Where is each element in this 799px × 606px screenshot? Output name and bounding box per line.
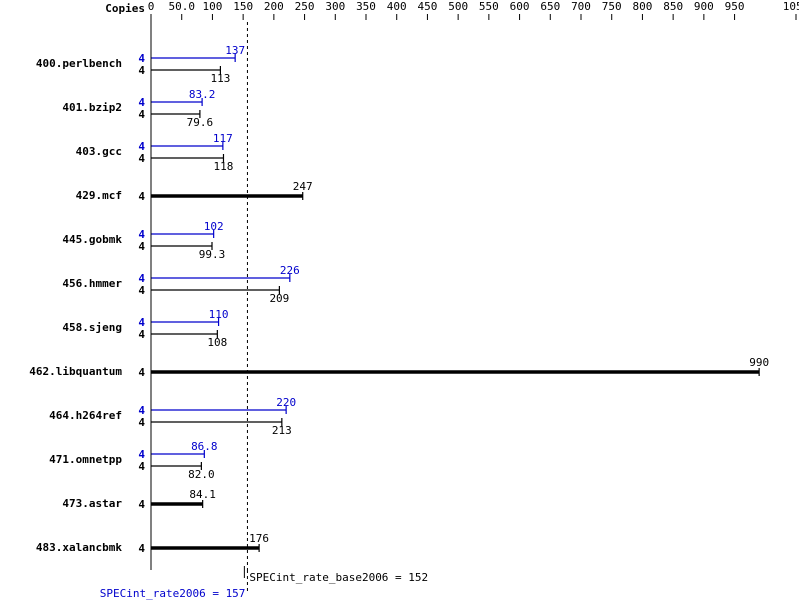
peak-value-label: 137	[225, 44, 245, 57]
benchmark-label: 471.omnetpp	[49, 453, 122, 466]
copies-base: 4	[138, 416, 145, 429]
peak-value-label: 102	[204, 220, 224, 233]
axis-tick-label: 950	[725, 0, 745, 13]
axis-tick-label: 600	[510, 0, 530, 13]
peak-value-label: 220	[276, 396, 296, 409]
base-value-label: 209	[269, 292, 289, 305]
axis-tick-label: 900	[694, 0, 714, 13]
benchmark-label: 462.libquantum	[29, 365, 122, 378]
benchmark-label: 464.h264ref	[49, 409, 122, 422]
axis-tick-label: 100	[202, 0, 222, 13]
axis-tick-label: 350	[356, 0, 376, 13]
base-value-label: 99.3	[199, 248, 226, 261]
copies-base: 4	[138, 328, 145, 341]
spec-chart: 0 50.0 100 150 200 250 300 350 400 450 500 550 600 65…	[0, 0, 799, 606]
peak-value-label: 117	[213, 132, 233, 145]
axis-tick-label: 0	[148, 0, 155, 13]
benchmark-label: 429.mcf	[76, 189, 122, 202]
peak-value-label: 226	[280, 264, 300, 277]
axis-tick-label: 300	[325, 0, 345, 13]
base-value-label: 176	[249, 532, 269, 545]
axis-tick-label: 700	[571, 0, 591, 13]
copies-header: Copies	[105, 2, 145, 15]
axis-tick-label: 750	[602, 0, 622, 13]
base-value-label: 108	[207, 336, 227, 349]
benchmark-label: 473.astar	[62, 497, 122, 510]
axis-tick-label: 1050	[783, 0, 799, 13]
base-value-label: 213	[272, 424, 292, 437]
benchmark-label: 400.perlbench	[36, 57, 122, 70]
benchmark-label: 445.gobmk	[62, 233, 122, 246]
copies-base: 4	[138, 284, 145, 297]
axis-tick-label: 450	[417, 0, 437, 13]
base-value-label: 990	[749, 356, 769, 369]
peak-value-label: 110	[209, 308, 229, 321]
base-value-label: 84.1	[189, 488, 216, 501]
copies-base: 4	[138, 64, 145, 77]
benchmark-label: 401.bzip2	[62, 101, 122, 114]
copies-base: 4	[138, 108, 145, 121]
base-value-label: 82.0	[188, 468, 215, 481]
copies-base: 4	[138, 542, 145, 555]
chart-svg: 0 50.0 100 150 200 250 300 350 400 450 500 550 600 65…	[0, 0, 799, 606]
benchmark-label: 458.sjeng	[62, 321, 122, 334]
peak-summary-label: SPECint_rate2006 = 157	[100, 587, 246, 600]
axis-tick-label: 200	[264, 0, 284, 13]
benchmark-label: 456.hmmer	[62, 277, 122, 290]
copies-base: 4	[138, 152, 145, 165]
axis-tick-label: 400	[387, 0, 407, 13]
axis-tick-label: 800	[632, 0, 652, 13]
base-value-label: 118	[214, 160, 234, 173]
axis-tick-label: 50.0	[168, 0, 195, 13]
copies-base: 4	[138, 190, 145, 203]
axis-tick-label: 650	[540, 0, 560, 13]
axis-tick-label: 550	[479, 0, 499, 13]
base-value-label: 113	[210, 72, 230, 85]
peak-value-label: 83.2	[189, 88, 216, 101]
benchmark-label: 483.xalancbmk	[36, 541, 122, 554]
copies-base: 4	[138, 460, 145, 473]
base-value-label: 79.6	[187, 116, 214, 129]
base-value-label: 247	[293, 180, 313, 193]
benchmark-label: 403.gcc	[76, 145, 122, 158]
axis-tick-label: 150	[233, 0, 253, 13]
copies-base: 4	[138, 366, 145, 379]
axis-tick-label: 850	[663, 0, 683, 13]
copies-base: 4	[138, 498, 145, 511]
axis-tick-label: 250	[295, 0, 315, 13]
copies-base: 4	[138, 240, 145, 253]
base-summary-label: SPECint_rate_base2006 = 152	[249, 571, 428, 584]
peak-value-label: 86.8	[191, 440, 218, 453]
axis-tick-label: 500	[448, 0, 468, 13]
